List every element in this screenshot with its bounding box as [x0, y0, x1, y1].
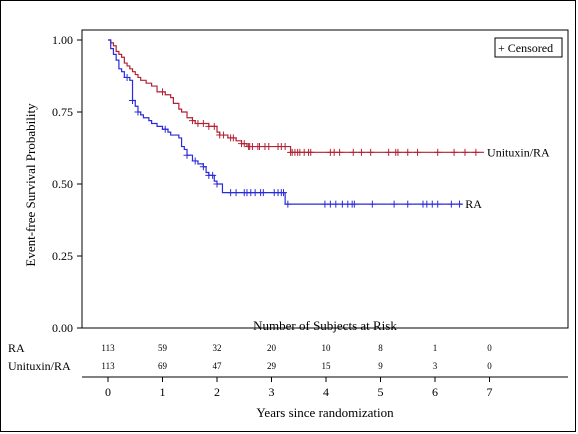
- censor-mark: [349, 148, 357, 156]
- censor-mark: [390, 200, 398, 208]
- censor-mark: [472, 148, 480, 156]
- censor-mark: [456, 200, 464, 208]
- censor-mark: [210, 122, 218, 130]
- x-tick-label: 6: [432, 385, 438, 399]
- risk-count: 69: [158, 361, 168, 371]
- x-tick-label: 2: [214, 385, 220, 399]
- x-axis: 0 1 2 3 4 5 6 7: [82, 376, 568, 399]
- legend-box: [494, 37, 563, 58]
- censor-mark: [434, 200, 442, 208]
- y-axis: 0.00 0.25 0.50 0.75 1.00: [52, 33, 82, 335]
- series-line-ra: [108, 39, 463, 205]
- censor-mark: [404, 148, 412, 156]
- censor-mark: [161, 125, 169, 133]
- censor-mark: [332, 200, 340, 208]
- risk-count: 113: [101, 361, 115, 371]
- risk-count: 10: [322, 343, 332, 353]
- censor-mark: [199, 163, 207, 171]
- censor-mark: [123, 73, 131, 81]
- risk-count: 32: [213, 343, 222, 353]
- y-axis-title: Event-free Survival Probability: [23, 103, 38, 267]
- censor-mark: [281, 143, 289, 151]
- censor-mark: [357, 148, 365, 156]
- y-tick-label: 1.00: [52, 33, 73, 47]
- censor-mark: [129, 96, 137, 104]
- x-tick-label: 3: [269, 385, 275, 399]
- censor-mark: [350, 200, 358, 208]
- risk-count: 0: [487, 361, 492, 371]
- risk-count: 20: [267, 343, 277, 353]
- censor-mark: [265, 143, 273, 151]
- censor-mark: [447, 200, 455, 208]
- x-tick-label: 5: [378, 385, 384, 399]
- censor-mark: [385, 148, 393, 156]
- censor-mark: [279, 189, 287, 197]
- x-tick-label: 1: [160, 385, 166, 399]
- y-tick-label: 0.75: [52, 105, 73, 119]
- risk-count: 15: [322, 361, 332, 371]
- censor-mark: [191, 157, 199, 165]
- risk-row-label: RA: [8, 341, 25, 355]
- risk-count: 8: [378, 343, 383, 353]
- censor-mark: [229, 134, 237, 142]
- censor-mark: [259, 189, 267, 197]
- censor-mark: [240, 140, 248, 148]
- risk-count: 0: [487, 343, 492, 353]
- censor-mark: [183, 151, 191, 159]
- censor-mark: [368, 200, 376, 208]
- y-tick-label: 0.50: [52, 177, 73, 191]
- series-end-label: Unituxin/RA: [487, 145, 550, 159]
- censor-mark: [414, 148, 422, 156]
- censor-mark: [220, 131, 228, 139]
- risk-count: 3: [433, 361, 438, 371]
- risk-count: 1: [433, 343, 438, 353]
- censor-mark: [209, 171, 217, 179]
- series-unituxin-ra: Unituxin/RA: [108, 39, 550, 159]
- x-axis-title: Years since randomization: [256, 405, 394, 420]
- plot-area-border: [81, 29, 569, 329]
- risk-count: 29: [267, 361, 277, 371]
- censor-mark: [450, 148, 458, 156]
- series-layer: Unituxin/RA RA: [108, 39, 550, 211]
- censor-mark: [213, 180, 221, 188]
- censor-mark: [394, 148, 402, 156]
- risk-count: 59: [158, 343, 168, 353]
- risk-count: 9: [378, 361, 383, 371]
- risk-count: 113: [101, 343, 115, 353]
- censor-mark: [134, 108, 142, 116]
- x-tick-label: 7: [487, 385, 493, 399]
- series-end-label: RA: [465, 197, 482, 211]
- censor-mark: [307, 148, 315, 156]
- legend-label: + Censored: [498, 41, 553, 55]
- x-tick-label: 0: [105, 385, 111, 399]
- y-tick-label: 0.00: [52, 321, 73, 335]
- censor-mark: [188, 117, 196, 125]
- censor-mark: [367, 148, 375, 156]
- risk-count: 47: [213, 361, 223, 371]
- censor-mark: [336, 148, 344, 156]
- y-tick-label: 0.25: [52, 249, 73, 263]
- series-line-unituxin-ra: [108, 39, 485, 153]
- censor-mark: [199, 120, 207, 128]
- censor-mark: [284, 200, 292, 208]
- series-ra: RA: [108, 39, 482, 211]
- censor-mark: [434, 148, 442, 156]
- risk-table-title: Number of Subjects at Risk: [253, 318, 397, 333]
- censor-mark: [159, 88, 166, 96]
- censor-mark: [404, 200, 412, 208]
- censor-mark: [232, 189, 240, 197]
- risk-row-label: Unituxin/RA: [8, 359, 71, 373]
- censor-mark: [461, 148, 469, 156]
- legend: + Censored: [494, 37, 563, 58]
- x-tick-label: 4: [323, 385, 329, 399]
